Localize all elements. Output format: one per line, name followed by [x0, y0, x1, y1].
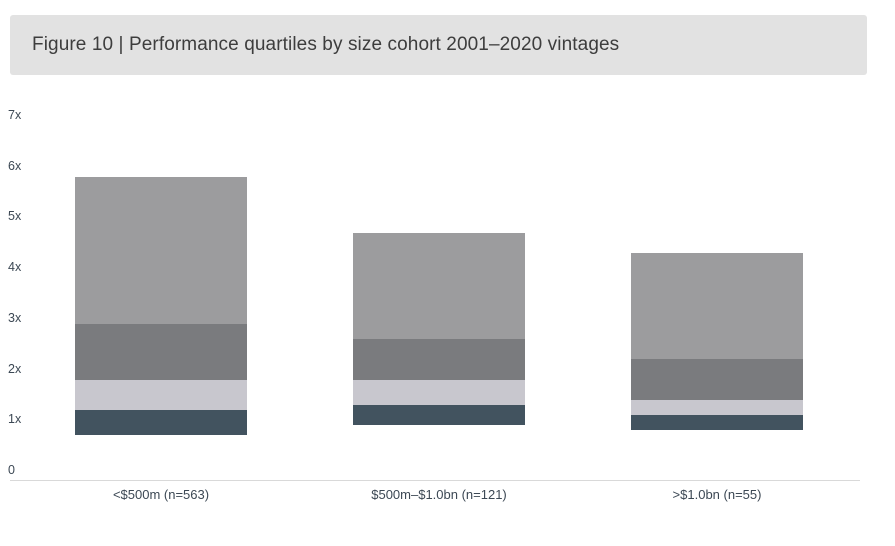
top-quartile-band-segment	[75, 176, 247, 324]
x-axis-category-label: $500m–$1.0bn (n=121)	[371, 487, 507, 502]
y-axis-tick-label: 7x	[8, 108, 22, 122]
y-axis-tick-label: 2x	[8, 361, 22, 376]
y-axis-tick-label: 0	[8, 463, 15, 477]
y-axis-tick-label: 1x	[8, 412, 22, 427]
y-axis-tick-label: 4x	[8, 260, 22, 275]
x-axis-category-label: >$1.0bn (n=55)	[672, 487, 762, 502]
first-quartile-band-segment	[353, 404, 525, 426]
x-axis-category-label: <$500m (n=563)	[112, 487, 210, 502]
second-quartile-band-segment	[75, 379, 247, 410]
x-axis-line	[10, 480, 860, 481]
third-quartile-band-segment	[75, 323, 247, 380]
third-quartile-band-segment	[353, 339, 525, 380]
top-quartile-band-segment	[631, 252, 803, 360]
figure-title-banner: Figure 10 | Performance quartiles by siz…	[10, 15, 867, 75]
first-quartile-band-segment	[631, 415, 803, 431]
top-quartile-band-segment	[353, 232, 525, 339]
first-quartile-band-segment	[75, 410, 247, 436]
third-quartile-band-segment	[631, 359, 803, 400]
y-axis-tick-label: 6x	[8, 158, 22, 173]
y-axis-tick-label: 3x	[8, 310, 22, 325]
figure-title: Figure 10 | Performance quartiles by siz…	[32, 34, 620, 55]
second-quartile-band-segment	[353, 379, 525, 405]
second-quartile-band-segment	[631, 399, 803, 416]
y-axis-tick-label: 5x	[8, 209, 22, 224]
